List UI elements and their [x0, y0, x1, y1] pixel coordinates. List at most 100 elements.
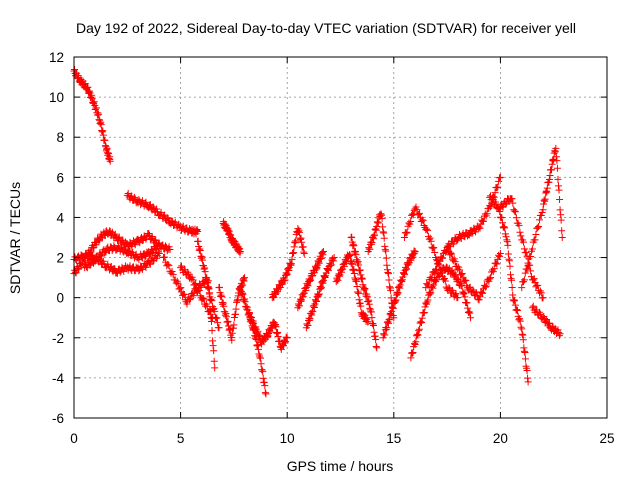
data-point — [377, 210, 385, 218]
data-point — [556, 206, 564, 214]
data-point — [413, 206, 421, 214]
data-point — [145, 230, 153, 238]
data-point — [295, 228, 303, 236]
data-point — [278, 280, 286, 288]
grid — [74, 57, 607, 418]
data-point — [463, 299, 471, 307]
data-point — [508, 276, 516, 284]
data-point — [500, 223, 508, 231]
data-point — [82, 263, 90, 271]
data-point — [106, 157, 114, 165]
data-point — [443, 244, 451, 252]
data-point — [299, 293, 307, 301]
data-point — [496, 173, 504, 181]
data-point — [353, 256, 361, 264]
data-point — [540, 196, 548, 204]
data-point — [155, 250, 163, 258]
data-point — [495, 251, 503, 259]
data-point — [356, 299, 364, 307]
data-point — [442, 263, 450, 271]
data-point — [354, 259, 362, 267]
data-point — [534, 281, 542, 289]
data-point — [388, 303, 396, 311]
y-tick-label: 8 — [56, 130, 64, 145]
data-point — [169, 271, 177, 279]
data-point — [298, 238, 306, 246]
data-point — [407, 354, 415, 362]
data-point — [403, 228, 411, 236]
data-point — [554, 182, 562, 190]
data-point — [367, 308, 375, 316]
y-tick-label: -6 — [52, 411, 64, 426]
data-point — [241, 274, 249, 282]
data-point — [358, 274, 366, 282]
data-point — [306, 277, 314, 285]
data-point — [287, 260, 295, 268]
data-point — [371, 231, 379, 239]
data-point — [396, 281, 404, 289]
data-point — [230, 321, 238, 329]
data-point — [101, 136, 109, 144]
data-point — [277, 281, 285, 289]
data-point — [431, 248, 439, 256]
data-point — [212, 314, 220, 322]
data-point — [542, 187, 550, 195]
data-point — [548, 166, 556, 174]
data-point — [448, 250, 456, 258]
data-point — [387, 311, 395, 319]
data-point — [200, 295, 208, 303]
data-point — [335, 272, 343, 280]
data-point — [382, 254, 390, 262]
data-point — [464, 308, 472, 316]
data-point — [263, 331, 271, 339]
data-point — [248, 318, 256, 326]
data-point — [99, 257, 107, 265]
data-point — [518, 330, 526, 338]
data-point — [557, 216, 565, 224]
data-point — [441, 277, 449, 285]
data-point — [524, 378, 532, 386]
data-point — [545, 176, 553, 184]
data-point — [271, 322, 279, 330]
data-point — [524, 262, 532, 270]
data-point — [196, 245, 204, 253]
data-point — [364, 318, 372, 326]
data-point — [462, 277, 470, 285]
data-point — [164, 260, 172, 268]
data-point — [194, 227, 202, 235]
data-point — [504, 241, 512, 249]
data-point — [368, 238, 376, 246]
data-point — [315, 259, 323, 267]
data-point — [203, 279, 211, 287]
data-point — [74, 265, 82, 273]
data-point — [360, 286, 368, 294]
data-point — [206, 306, 214, 314]
data-point — [179, 292, 187, 300]
y-tick-label: -2 — [52, 331, 64, 346]
data-point — [505, 255, 513, 263]
data-point — [84, 83, 92, 91]
x-tick-label: 5 — [177, 431, 185, 446]
data-point — [201, 268, 209, 276]
data-point — [417, 318, 425, 326]
data-point — [486, 275, 494, 283]
data-point — [489, 268, 497, 276]
data-point — [528, 245, 536, 253]
data-point — [453, 237, 461, 245]
data-point — [228, 336, 236, 344]
data-point — [412, 338, 420, 346]
data-point — [513, 306, 521, 314]
data-point — [161, 253, 169, 261]
data-point — [253, 342, 261, 350]
data-point — [503, 238, 511, 246]
data-point — [86, 261, 94, 269]
data-point — [448, 266, 456, 274]
data-point — [321, 273, 329, 281]
data-point — [555, 329, 563, 337]
data-point — [196, 246, 204, 254]
data-point — [478, 289, 486, 297]
data-point — [400, 271, 408, 279]
data-point — [517, 232, 525, 240]
data-point — [207, 310, 215, 318]
data-point — [536, 287, 544, 295]
